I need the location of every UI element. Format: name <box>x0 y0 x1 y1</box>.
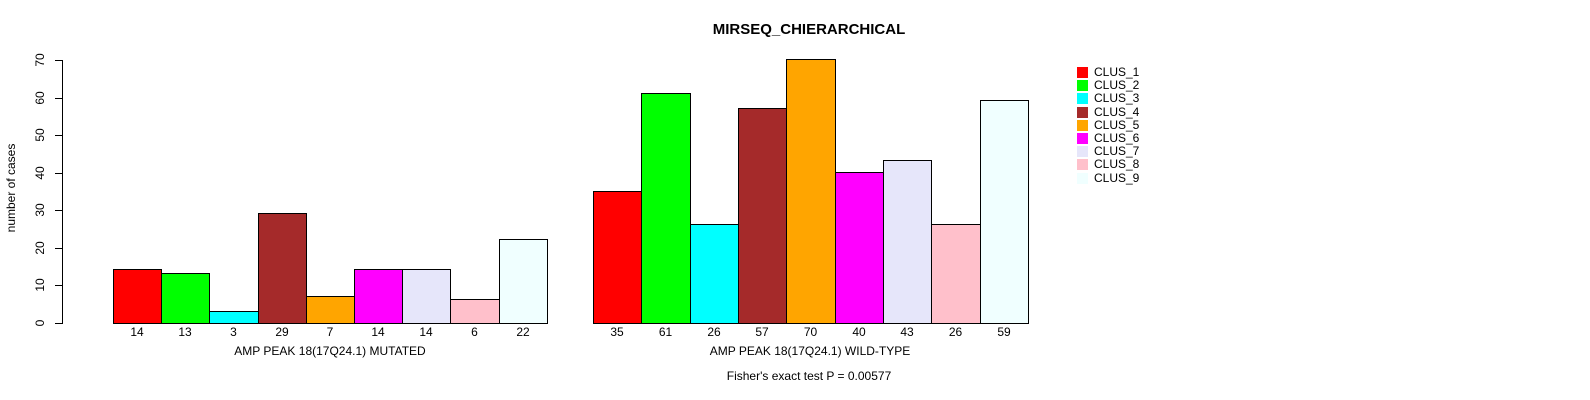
y-axis-title: number of cases <box>4 143 18 233</box>
legend-item-clus_2: CLUS_2 <box>1077 79 1139 91</box>
bar-clus_6-group2 <box>835 172 884 324</box>
y-axis-tick-label: 40 <box>33 166 47 180</box>
x-axis-group-label-wild-type: AMP PEAK 18(17Q24.1) WILD-TYPE <box>709 344 911 358</box>
bar-clus_2-group1 <box>161 273 210 324</box>
legend-item-clus_3: CLUS_3 <box>1077 92 1139 104</box>
y-axis-tick-label: 0 <box>33 319 47 327</box>
y-axis-tick-label: 20 <box>33 241 47 255</box>
bar-clus_4-group1 <box>258 213 307 324</box>
legend-item-clus_1: CLUS_1 <box>1077 66 1139 78</box>
legend-label: CLUS_7 <box>1094 144 1140 158</box>
legend-swatch-icon <box>1077 132 1088 144</box>
bar-value-label: 35 <box>610 325 624 339</box>
bar-value-label: 40 <box>852 325 866 339</box>
bar-value-label: 29 <box>275 325 289 339</box>
legend-label: CLUS_6 <box>1094 131 1140 145</box>
y-axis-tick-label: 60 <box>33 91 47 105</box>
bar-value-label: 7 <box>326 325 334 339</box>
x-axis-group-label-mutated: AMP PEAK 18(17Q24.1) MUTATED <box>234 344 426 358</box>
y-axis-tick <box>55 60 62 61</box>
legend-item-clus_9: CLUS_9 <box>1077 172 1139 184</box>
bar-clus_5-group2 <box>786 59 836 324</box>
bar-value-label: 59 <box>997 325 1011 339</box>
bar-value-label: 26 <box>707 325 721 339</box>
legend-item-clus_5: CLUS_5 <box>1077 119 1139 131</box>
legend-label: CLUS_1 <box>1094 65 1140 79</box>
y-axis-line <box>62 60 63 324</box>
legend-swatch-icon <box>1077 119 1088 131</box>
bar-value-label: 61 <box>658 325 673 339</box>
bar-value-label: 3 <box>230 325 237 339</box>
bar-clus_9-group1 <box>499 239 548 324</box>
legend-item-clus_7: CLUS_7 <box>1077 145 1139 157</box>
bar-value-label: 14 <box>419 325 433 339</box>
legend-swatch-icon <box>1077 172 1088 184</box>
legend-item-clus_6: CLUS_6 <box>1077 132 1139 144</box>
y-axis-tick <box>55 285 62 286</box>
bar-value-label: 14 <box>130 325 144 339</box>
bar-clus_1-group2 <box>593 191 642 324</box>
legend-label: CLUS_2 <box>1094 78 1140 92</box>
legend-label: CLUS_9 <box>1094 171 1140 185</box>
fisher-test-footnote: Fisher's exact test P = 0.00577 <box>726 369 892 383</box>
bar-value-label: 6 <box>471 325 478 339</box>
bar-value-label: 43 <box>900 325 914 339</box>
bar-clus_3-group1 <box>209 311 259 324</box>
legend-item-clus_4: CLUS_4 <box>1077 106 1139 118</box>
legend-label: CLUS_5 <box>1094 118 1140 132</box>
bar-clus_5-group1 <box>306 296 355 324</box>
legend-swatch-icon <box>1077 145 1088 157</box>
y-axis-tick <box>55 248 62 249</box>
legend-swatch-icon <box>1077 79 1088 91</box>
y-axis-tick <box>55 210 62 211</box>
y-axis-tick <box>55 98 62 99</box>
bar-value-label: 57 <box>755 325 769 339</box>
bar-clus_6-group1 <box>354 269 403 324</box>
y-axis-tick <box>55 135 62 136</box>
bar-value-label: 70 <box>803 325 818 339</box>
y-axis-tick-label: 10 <box>33 278 47 292</box>
bar-clus_3-group2 <box>690 224 739 324</box>
bar-clus_2-group2 <box>641 93 691 324</box>
bar-clus_4-group2 <box>738 108 787 324</box>
legend-label: CLUS_3 <box>1094 91 1140 105</box>
bar-clus_7-group1 <box>402 269 451 324</box>
legend-swatch-icon <box>1077 106 1088 118</box>
legend-item-clus_8: CLUS_8 <box>1077 158 1139 170</box>
legend-swatch-icon <box>1077 66 1088 78</box>
legend-swatch-icon <box>1077 92 1088 104</box>
y-axis-tick <box>55 173 62 174</box>
y-axis-tick-label: 70 <box>33 53 47 67</box>
legend-label: CLUS_8 <box>1094 157 1140 171</box>
bar-clus_7-group2 <box>883 160 932 324</box>
bar-clus_8-group1 <box>450 299 500 324</box>
bar-value-label: 14 <box>371 325 385 339</box>
bar-value-label: 26 <box>948 325 963 339</box>
bar-clus_1-group1 <box>113 269 162 324</box>
legend-swatch-icon <box>1077 158 1088 170</box>
y-axis-tick <box>55 323 62 324</box>
legend-label: CLUS_4 <box>1094 105 1140 119</box>
bar-clus_9-group2 <box>980 100 1029 324</box>
bar-value-label: 13 <box>178 325 192 339</box>
bar-clus_8-group2 <box>931 224 981 324</box>
chart-title: MIRSEQ_CHIERARCHICAL <box>712 21 906 38</box>
y-axis-tick-label: 30 <box>33 203 47 217</box>
y-axis-tick-label: 50 <box>33 128 47 142</box>
bar-value-label: 22 <box>516 325 530 339</box>
